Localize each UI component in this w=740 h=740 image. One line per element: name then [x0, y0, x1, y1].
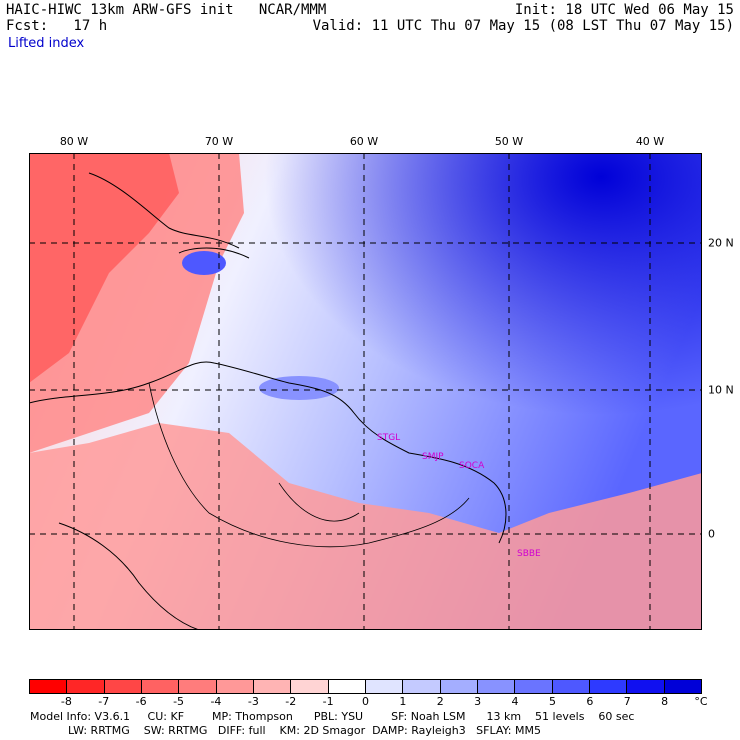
model-info-line1: Model Info: V3.6.1 CU: KF MP: Thompson P…: [30, 710, 635, 723]
colorbar-tick-label: 0: [362, 695, 369, 708]
map-frame: [29, 153, 702, 630]
lon-label-40w: 40 W: [635, 135, 665, 148]
colorbar: [29, 679, 702, 694]
very-unstable-region: [29, 153, 179, 383]
lat-label-10n: 10 N: [708, 383, 734, 397]
field-name: Lifted index: [8, 36, 85, 51]
colorbar-tick-label: 2: [436, 695, 444, 708]
lat-label-20n: 20 N: [708, 236, 734, 250]
colorbar-swatch: [30, 680, 68, 693]
station-stgl: STGL: [377, 433, 400, 443]
lon-label-80w: 80 W: [59, 135, 89, 148]
forecast-hour: Fcst: 17 h: [6, 18, 108, 34]
lon-label-70w: 70 W: [204, 135, 234, 148]
colorbar-tick-label: 5: [548, 695, 556, 708]
colorbar-swatch: [141, 680, 180, 693]
station-soca: SOCA: [459, 461, 485, 471]
station-smjp: SMJP: [422, 452, 444, 462]
colorbar-tick-label: -2: [285, 695, 297, 708]
lifted-index-map: STGL SMJP SOCA SBBE: [29, 153, 702, 630]
colorbar-tick-label: -5: [173, 695, 185, 708]
colorbar-tick-label: -7: [98, 695, 110, 708]
model-title: HAIC-HIWC 13km ARW-GFS init NCAR/MMM: [6, 2, 327, 18]
colorbar-swatch: [67, 680, 105, 693]
colorbar-tick-label: 6: [586, 695, 594, 708]
colorbar-swatch: [328, 680, 366, 693]
lon-label-50w: 50 W: [494, 135, 524, 148]
colorbar-swatch: [365, 680, 404, 693]
colorbar-swatch: [515, 680, 553, 693]
colorbar-tick-label: 8: [661, 695, 669, 708]
colorbar-tick-label: -4: [210, 695, 222, 708]
lat-label-0: 0: [708, 527, 715, 541]
colorbar-swatch: [627, 680, 665, 693]
init-time: Init: 18 UTC Wed 06 May 15: [514, 2, 734, 18]
colorbar-tick-label: -1: [322, 695, 334, 708]
colorbar-swatch: [552, 680, 590, 693]
colorbar-swatch: [440, 680, 478, 693]
colorbar-tick-label: 1: [399, 695, 407, 708]
station-labels: STGL SMJP SOCA SBBE: [377, 433, 541, 559]
model-info-line2: LW: RRTMG SW: RRTMG DIFF: full KM: 2D Sm…: [68, 724, 541, 737]
stable-band-caribbean: [259, 376, 339, 400]
colorbar-swatch: [253, 680, 292, 693]
valid-time: Valid: 11 UTC Thu 07 May 15 (08 LST Thu …: [312, 18, 734, 34]
colorbar-swatch: [589, 680, 628, 693]
lon-label-60w: 60 W: [349, 135, 379, 148]
station-sbbe: SBBE: [517, 549, 541, 559]
colorbar-tick-label: 3: [474, 695, 482, 708]
colorbar-tick-label: -8: [60, 695, 72, 708]
colorbar-tick-label: -3: [247, 695, 259, 708]
colorbar-swatch: [291, 680, 329, 693]
colorbar-tick-label: -6: [135, 695, 147, 708]
colorbar-tick-label: 7: [623, 695, 631, 708]
colorbar-swatch: [664, 680, 701, 693]
colorbar-swatch: [403, 680, 441, 693]
colorbar-tick-label: 4: [511, 695, 519, 708]
colorbar-swatch: [104, 680, 142, 693]
colorbar-swatch: [179, 680, 217, 693]
graticule: [29, 153, 702, 630]
stable-spot-hispaniola: [182, 251, 226, 275]
colorbar-swatch: [477, 680, 516, 693]
borders: [148, 382, 470, 548]
colorbar-unit: °C: [694, 695, 708, 708]
unstable-region-south: [29, 423, 702, 630]
colorbar-swatch: [216, 680, 254, 693]
